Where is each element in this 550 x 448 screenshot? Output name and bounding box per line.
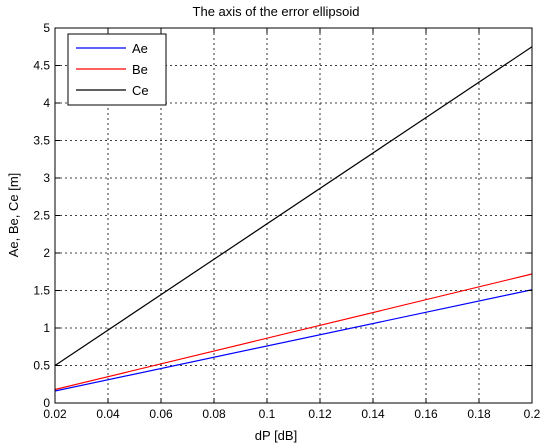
x-tick-label: 0.18 bbox=[467, 407, 491, 421]
y-tick-label: 0.5 bbox=[33, 359, 50, 373]
x-tick-label: 0.02 bbox=[43, 407, 67, 421]
x-tick-label: 0.14 bbox=[361, 407, 385, 421]
ticks bbox=[54, 27, 533, 404]
y-tick-label: 4.5 bbox=[33, 59, 50, 73]
series-layer bbox=[54, 46, 533, 392]
legend-label-ce: Ce bbox=[132, 83, 149, 98]
x-tick-label: 0.16 bbox=[414, 407, 438, 421]
series-line-be bbox=[54, 273, 533, 391]
y-axis-label: Ae, Be, Ce [m] bbox=[6, 173, 21, 258]
legend-label-ae: Ae bbox=[132, 41, 148, 56]
series-line-ae bbox=[54, 289, 533, 392]
y-tick-label: 1 bbox=[43, 321, 50, 335]
x-tick-label: 0.12 bbox=[308, 407, 332, 421]
y-tick-label: 2 bbox=[43, 246, 50, 260]
x-tick-label: 0.2 bbox=[524, 407, 541, 421]
y-tick-label: 1.5 bbox=[33, 284, 50, 298]
y-tick-label: 3 bbox=[43, 171, 50, 185]
series-line-ce bbox=[54, 46, 533, 366]
y-tick-label: 3.5 bbox=[33, 134, 50, 148]
x-tick-label: 0.08 bbox=[202, 407, 226, 421]
y-tick-label: 2.5 bbox=[33, 209, 50, 223]
x-axis-label: dP [dB] bbox=[255, 428, 297, 443]
y-tick-label: 5 bbox=[43, 21, 50, 35]
legend-label-be: Be bbox=[132, 62, 148, 77]
y-tick-label: 0 bbox=[43, 396, 50, 410]
chart-title: The axis of the error ellipsoid bbox=[193, 4, 360, 19]
legend: Ae Be Ce bbox=[67, 33, 167, 106]
x-tick-label: 0.04 bbox=[96, 407, 120, 421]
y-tick-label: 4 bbox=[43, 96, 50, 110]
tick-labels: 0.02 0.04 0.06 0.08 0.1 0.12 0.14 0.16 0.18 0.2 0 0… bbox=[33, 21, 540, 421]
x-tick-label: 0.1 bbox=[259, 407, 276, 421]
x-tick-label: 0.06 bbox=[149, 407, 173, 421]
